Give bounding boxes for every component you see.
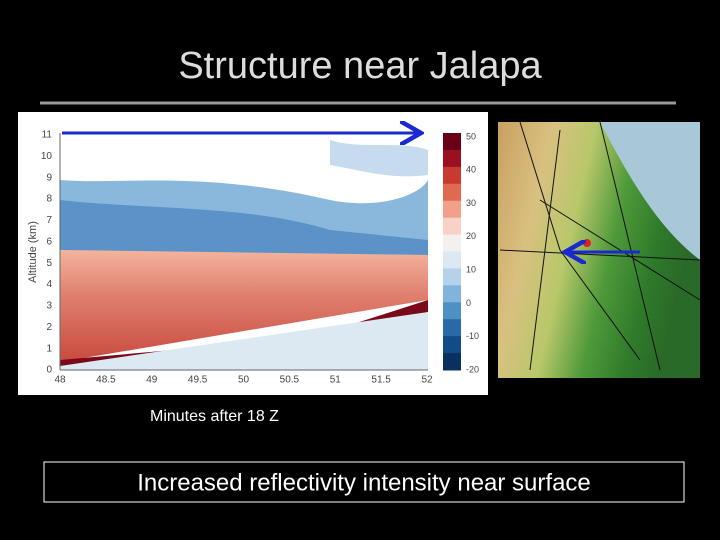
- colorbar-tick-label: 20: [466, 231, 476, 241]
- sea: [600, 122, 700, 260]
- colorbar-cell: [443, 166, 461, 185]
- y-label: Altitude (km): [27, 221, 39, 283]
- colorbar-tick-label: 0: [466, 298, 471, 308]
- y-tick-label: 0: [46, 365, 52, 376]
- colorbar-cell: [443, 234, 461, 252]
- y-tick-label: 11: [42, 130, 53, 141]
- x-tick-label: 50: [238, 375, 250, 386]
- x-label: Minutes after 18 Z: [150, 408, 279, 425]
- colorbar-cell: [443, 200, 461, 219]
- colorbar-cell: [443, 133, 461, 151]
- colorbar-cell: [443, 319, 461, 337]
- x-tick-label: 49.5: [188, 375, 208, 386]
- x-tick-label: 52: [421, 375, 433, 386]
- colorbar-tick-label: -20: [466, 364, 479, 374]
- y-tick-label: 7: [46, 215, 52, 226]
- colorbar-tick-label: 10: [466, 265, 476, 275]
- colorbar-cell: [443, 217, 461, 236]
- colorbar-tick-label: 40: [466, 165, 476, 175]
- y-tick-label: 3: [46, 301, 52, 312]
- colorbar-cell: [443, 285, 461, 303]
- colorbar-cell: [443, 183, 461, 202]
- y-tick-label: 10: [41, 151, 53, 162]
- y-tick-label: 4: [46, 279, 52, 290]
- x-tick-label: 51: [330, 375, 342, 386]
- y-tick-label: 5: [46, 258, 52, 269]
- flight-tracks: [499, 121, 701, 371]
- colorbar: [443, 133, 461, 371]
- x-tick-label: 48: [54, 375, 66, 386]
- y-tick-label: 2: [46, 322, 52, 333]
- colorbar-cell: [443, 302, 461, 320]
- x-tick-label: 50.5: [280, 375, 300, 386]
- radar-field: [60, 140, 428, 370]
- colorbar-cell: [443, 149, 461, 168]
- colorbar-cell: [443, 353, 461, 371]
- y-tick-label: 9: [46, 172, 52, 183]
- caption: Increased reflectivity intensity near su…: [137, 469, 591, 496]
- x-tick-label: 51.5: [371, 375, 391, 386]
- caption-box: [43, 461, 685, 503]
- y-tick-label: 1: [46, 343, 52, 354]
- colorbar-cell: [443, 251, 461, 269]
- colorbar-tick-label: 30: [466, 198, 476, 208]
- colorbar-cell: [443, 268, 461, 286]
- x-tick-label: 48.5: [96, 375, 116, 386]
- colorbar-cell: [443, 336, 461, 354]
- jalapa-marker: [583, 239, 591, 247]
- x-tick-label: 49: [146, 375, 158, 386]
- colorbar-tick-label: 50: [466, 131, 476, 141]
- title: Structure near Jalapa: [178, 45, 542, 87]
- y-tick-label: 8: [46, 194, 52, 205]
- y-tick-label: 6: [46, 236, 52, 247]
- colorbar-tick-label: -10: [466, 331, 479, 341]
